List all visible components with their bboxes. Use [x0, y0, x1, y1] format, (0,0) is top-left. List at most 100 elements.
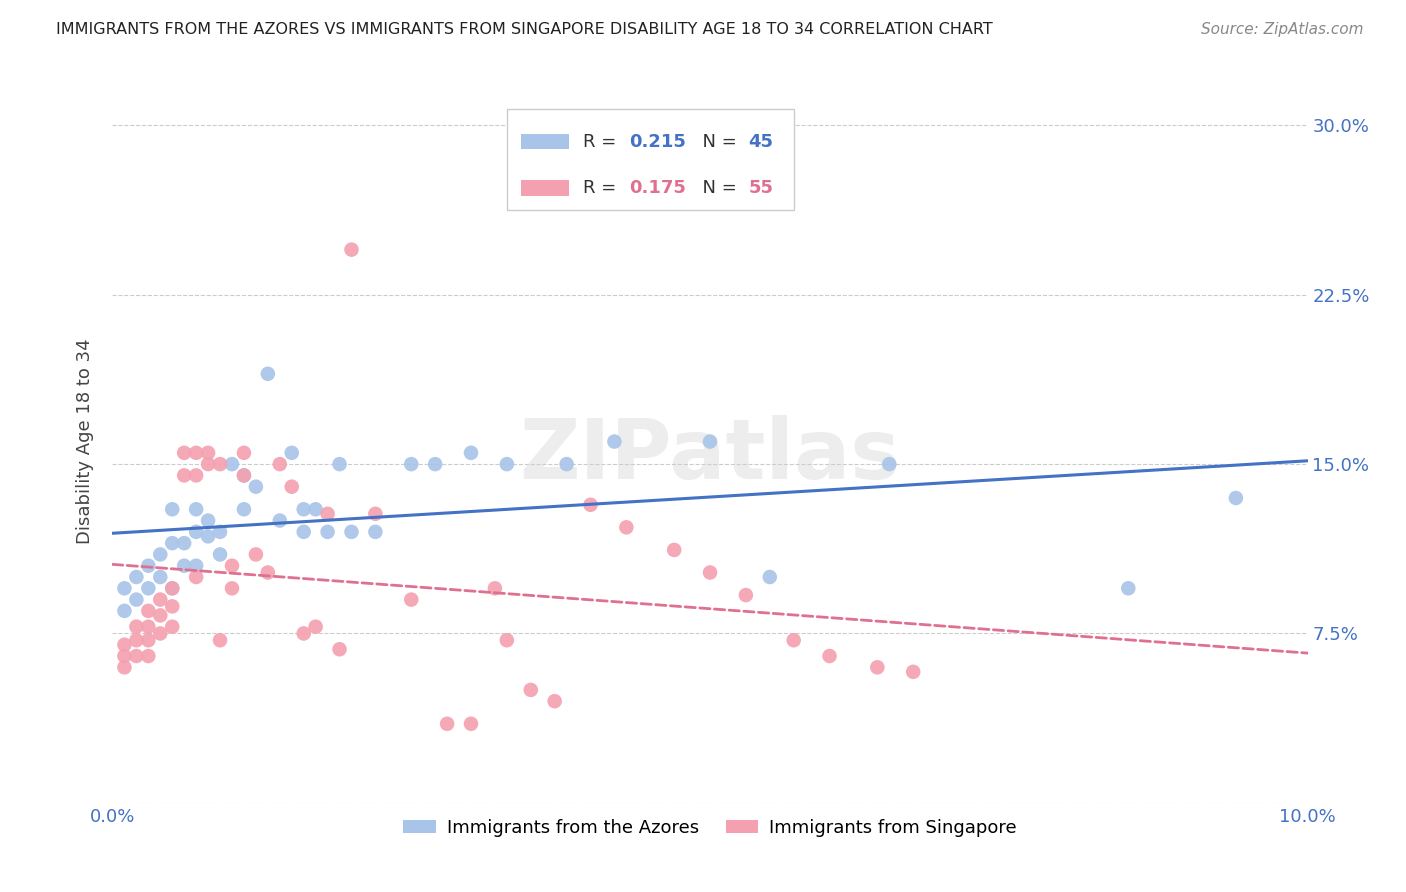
Point [162, 582, 183, 596]
Point [114, 638, 135, 652]
Text: 55: 55 [748, 179, 773, 197]
Point [245, 480, 267, 494]
Text: ZIPatlas: ZIPatlas [520, 416, 900, 497]
Point [292, 502, 315, 516]
Point [329, 642, 352, 657]
Point [138, 648, 160, 663]
Point [125, 620, 148, 634]
Point [460, 716, 482, 731]
Point [1225, 491, 1247, 505]
Point [162, 536, 183, 550]
Point [1118, 582, 1140, 596]
Point [520, 682, 543, 697]
Legend: Immigrants from the Azores, Immigrants from Singapore: Immigrants from the Azores, Immigrants f… [396, 812, 1024, 845]
Point [616, 520, 638, 534]
Point [209, 524, 232, 539]
Text: N =: N = [690, 179, 742, 197]
Point [329, 457, 352, 471]
Point [125, 633, 148, 648]
Point [340, 243, 363, 257]
Point [173, 446, 195, 460]
Point [114, 582, 135, 596]
Point [162, 582, 183, 596]
Y-axis label: Disability Age 18 to 34: Disability Age 18 to 34 [76, 339, 94, 544]
Point [173, 536, 195, 550]
Bar [522, 134, 569, 150]
Point [114, 648, 135, 663]
Point [292, 524, 315, 539]
Point [866, 660, 889, 674]
Point [138, 604, 160, 618]
Point [186, 558, 208, 573]
Point [186, 468, 208, 483]
Point [879, 457, 901, 471]
FancyBboxPatch shape [508, 109, 794, 211]
Point [138, 620, 160, 634]
Point [125, 570, 148, 584]
Point [425, 457, 447, 471]
Point [233, 446, 256, 460]
Point [233, 502, 256, 516]
Point [257, 566, 280, 580]
Point [579, 498, 602, 512]
Text: IMMIGRANTS FROM THE AZORES VS IMMIGRANTS FROM SINGAPORE DISABILITY AGE 18 TO 34 : IMMIGRANTS FROM THE AZORES VS IMMIGRANTS… [56, 22, 993, 37]
Point [197, 446, 219, 460]
Point [197, 514, 219, 528]
Point [269, 457, 291, 471]
Point [125, 648, 148, 663]
Point [281, 446, 304, 460]
Point [221, 582, 243, 596]
Text: R =: R = [583, 133, 623, 151]
Point [281, 480, 304, 494]
Bar [522, 180, 569, 196]
Point [496, 457, 519, 471]
Point [162, 620, 183, 634]
Point [162, 502, 183, 516]
Point [209, 548, 232, 562]
Point [125, 592, 148, 607]
Point [364, 507, 387, 521]
Point [209, 457, 232, 471]
Point [401, 592, 423, 607]
Point [173, 468, 195, 483]
Point [735, 588, 758, 602]
Point [245, 548, 267, 562]
Text: Source: ZipAtlas.com: Source: ZipAtlas.com [1201, 22, 1364, 37]
Point [257, 367, 280, 381]
Point [149, 548, 172, 562]
Point [364, 524, 387, 539]
Point [221, 457, 243, 471]
Point [138, 633, 160, 648]
Point [496, 633, 519, 648]
Text: N =: N = [690, 133, 742, 151]
Point [699, 566, 721, 580]
Point [699, 434, 721, 449]
Point [149, 626, 172, 640]
Text: 0.215: 0.215 [628, 133, 686, 151]
Point [173, 558, 195, 573]
Point [114, 660, 135, 674]
Point [292, 626, 315, 640]
Point [138, 558, 160, 573]
Text: 0.175: 0.175 [628, 179, 686, 197]
Point [603, 434, 626, 449]
Point [221, 558, 243, 573]
Point [401, 457, 423, 471]
Point [818, 648, 841, 663]
Point [460, 446, 482, 460]
Point [186, 570, 208, 584]
Point [149, 570, 172, 584]
Text: R =: R = [583, 179, 623, 197]
Point [316, 507, 339, 521]
Point [186, 502, 208, 516]
Point [783, 633, 806, 648]
Point [233, 468, 256, 483]
Text: 45: 45 [748, 133, 773, 151]
Point [543, 694, 565, 708]
Point [305, 502, 328, 516]
Point [269, 514, 291, 528]
Point [162, 599, 183, 614]
Point [209, 633, 232, 648]
Point [149, 608, 172, 623]
Point [555, 457, 578, 471]
